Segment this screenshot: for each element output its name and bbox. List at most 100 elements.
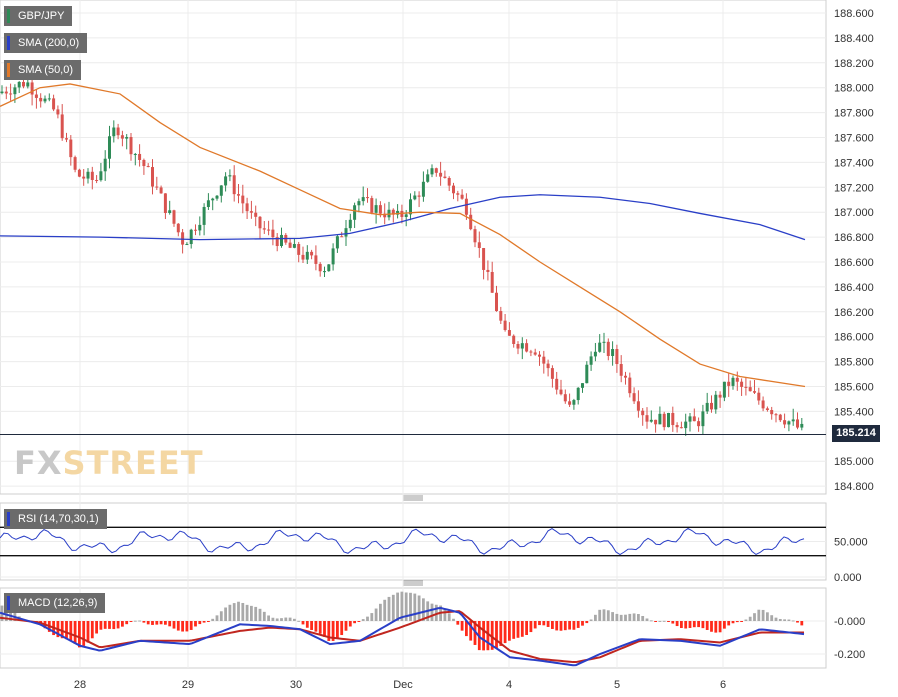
candle-body xyxy=(667,412,670,428)
macd-hist-bar xyxy=(108,621,111,629)
candle-body xyxy=(396,210,400,215)
candle-body xyxy=(443,176,447,178)
candle-body xyxy=(378,205,382,214)
macd-hist-bar xyxy=(383,599,387,621)
macd-hist-bar xyxy=(413,593,417,621)
candle-body xyxy=(765,408,769,411)
candle-body xyxy=(206,200,210,207)
macd-hist-bar xyxy=(688,621,692,628)
macd-hist-bar xyxy=(103,621,107,629)
macd-hist-bar xyxy=(65,621,68,640)
macd-hist-bar xyxy=(357,621,361,622)
macd-hist-bar xyxy=(417,595,421,621)
candle-body xyxy=(82,176,86,179)
sma50-label[interactable]: SMA (50,0) xyxy=(4,60,82,80)
macd-hist-bar xyxy=(727,621,731,626)
macd-hist-bar xyxy=(671,621,675,624)
y-tick-label: 186.000 xyxy=(834,332,874,344)
candle-body xyxy=(740,381,744,387)
macd-hist-bar xyxy=(649,620,653,622)
macd-hist-bar xyxy=(293,618,296,621)
candle-body xyxy=(22,81,25,87)
macd-hist-bar xyxy=(271,617,275,621)
candle-body xyxy=(267,229,271,231)
macd-hist-bar xyxy=(757,609,761,621)
rsi-line xyxy=(0,527,805,556)
candle-body xyxy=(99,171,103,181)
macd-hist-bar xyxy=(787,619,791,621)
macd-hist-bar xyxy=(508,621,511,641)
macd-hist-bar xyxy=(761,609,765,621)
macd-hist-bar xyxy=(473,621,477,645)
macd-hist-bar xyxy=(731,621,735,624)
macd-hist-bar xyxy=(460,621,464,631)
macd-hist-bar xyxy=(654,621,657,622)
candle-body xyxy=(404,214,408,217)
macd-hist-bar xyxy=(189,621,193,630)
candle-body xyxy=(39,97,43,102)
candle-body xyxy=(331,248,335,265)
macd-hist-bar xyxy=(168,621,172,627)
macd-hist-bar xyxy=(542,621,546,626)
rsi-label[interactable]: RSI (14,70,30,1) xyxy=(4,509,107,529)
candle-body xyxy=(499,311,503,321)
macd-hist-bar xyxy=(396,592,399,621)
candle-body xyxy=(469,214,473,230)
sma200-label[interactable]: SMA (200,0) xyxy=(4,33,88,53)
macd-hist-bar xyxy=(456,621,460,625)
candle-body xyxy=(297,244,301,255)
macd-hist-bar xyxy=(95,621,98,634)
macd-hist-bar xyxy=(207,621,210,622)
macd-hist-bar xyxy=(318,621,322,634)
candle-body xyxy=(108,136,111,159)
candle-body xyxy=(133,153,137,155)
instrument-swatch xyxy=(7,9,10,23)
macd-line xyxy=(0,607,805,667)
candle-body xyxy=(211,198,215,201)
sma50-swatch xyxy=(7,63,10,77)
candle-body xyxy=(417,195,421,197)
macd-hist-bar xyxy=(563,621,567,631)
macd-hist-bar xyxy=(774,617,778,621)
sma50-line xyxy=(0,83,806,388)
candle-body xyxy=(602,341,606,343)
candle-body xyxy=(559,389,563,395)
macd-hist-bar xyxy=(370,613,374,621)
macd-label[interactable]: MACD (12,26,9) xyxy=(4,593,106,613)
rsi-tick-label: 0.000 xyxy=(834,572,862,584)
y-tick-label: 184.800 xyxy=(834,481,874,493)
rsi-name: RSI (14,70,30,1) xyxy=(18,513,99,525)
candle-body xyxy=(198,224,202,231)
candle-body xyxy=(116,127,120,136)
macd-hist-bar xyxy=(516,621,520,638)
macd-hist-bar xyxy=(710,621,713,632)
macd-hist-bar xyxy=(559,621,563,631)
macd-hist-bar xyxy=(280,618,283,621)
x-tick-label: 5 xyxy=(614,679,620,691)
candle-body xyxy=(34,94,38,98)
candle-body xyxy=(791,419,795,422)
candle-body xyxy=(275,237,279,247)
candle-body xyxy=(477,242,481,249)
candle-body xyxy=(245,203,249,212)
candle-body xyxy=(447,177,451,186)
macd-hist-bar xyxy=(572,621,576,630)
candle-body xyxy=(241,195,245,204)
macd-hist-bar xyxy=(60,621,64,639)
macd-hist-bar xyxy=(198,621,202,625)
candle-body xyxy=(202,206,206,225)
candle-body xyxy=(327,264,331,272)
candle-body xyxy=(215,195,219,199)
macd-hist-bar xyxy=(336,621,339,639)
candle-body xyxy=(292,244,296,248)
macd-hist-bar xyxy=(142,621,146,623)
candle-body xyxy=(525,343,529,352)
last-price-tag: 185.214 xyxy=(832,425,880,442)
candle-body xyxy=(185,244,189,246)
macd-hist-bar xyxy=(723,621,726,629)
macd-hist-bar xyxy=(69,621,73,641)
macd-hist-bar xyxy=(387,596,391,621)
instrument-label[interactable]: GBP/JPY xyxy=(4,6,73,26)
macd-hist-bar xyxy=(576,621,580,628)
candle-body xyxy=(52,98,56,110)
